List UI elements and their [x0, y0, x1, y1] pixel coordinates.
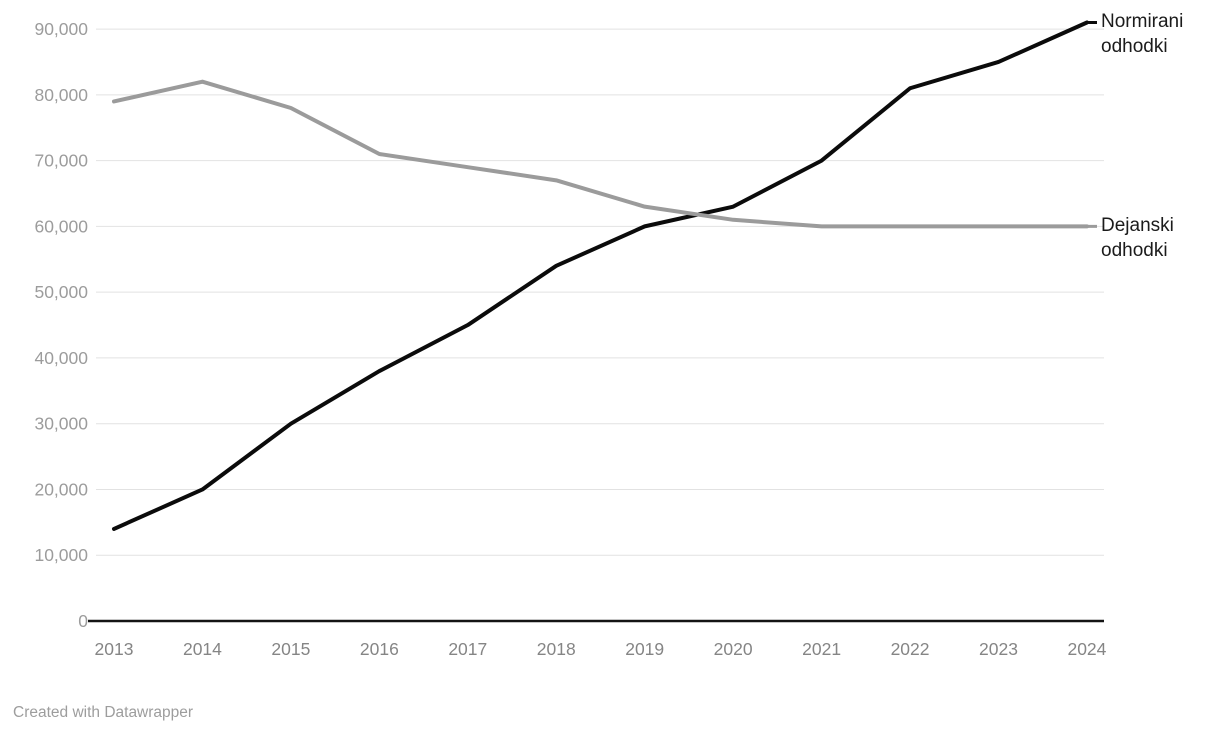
chart-canvas: 0 10,000 20,000 30,000 40,000 50,000 60,000 70,…: [34, 19, 1106, 659]
y-axis-tick-label: 40,000: [34, 348, 88, 368]
x-axis-tick-label: 2017: [448, 639, 487, 659]
x-axis-tick-label: 2018: [537, 639, 576, 659]
x-axis-tick-label: 2020: [714, 639, 753, 659]
datawrapper-credit-link[interactable]: Created with Datawrapper: [13, 704, 194, 721]
y-axis-tick-label: 50,000: [34, 282, 88, 302]
y-axis-tick-label: 70,000: [34, 151, 88, 171]
x-axis-tick-label: 2023: [979, 639, 1018, 659]
x-axis-tick-label: 2014: [183, 639, 222, 659]
x-axis-tick-label: 2019: [625, 639, 664, 659]
x-axis-tick-label: 2013: [95, 639, 134, 659]
y-axis-tick-label: 60,000: [34, 216, 88, 236]
y-axis-tick-label: 90,000: [34, 19, 88, 39]
series-label-normirani-odhodki: Normirani odhodki: [1101, 11, 1184, 57]
x-axis-tick-label: 2024: [1067, 639, 1106, 659]
y-axis-tick-label: 10,000: [34, 545, 88, 565]
x-axis-tick-label: 2016: [360, 639, 399, 659]
series-label-dejanski-odhodki: Dejanski odhodki: [1101, 215, 1174, 261]
series-line-normirani-odhodki: [112, 20, 1089, 531]
x-axis-tick-label: 2022: [891, 639, 930, 659]
y-axis-tick-label: 80,000: [34, 85, 88, 105]
y-axis-tick-label: 20,000: [34, 479, 88, 499]
x-axis-tick-label: 2021: [802, 639, 841, 659]
y-axis-tick-label: 0: [78, 611, 88, 631]
y-axis-tick-label: 30,000: [34, 414, 88, 434]
series-line-dejanski-odhodki: [112, 79, 1089, 229]
x-axis-tick-label: 2015: [271, 639, 310, 659]
